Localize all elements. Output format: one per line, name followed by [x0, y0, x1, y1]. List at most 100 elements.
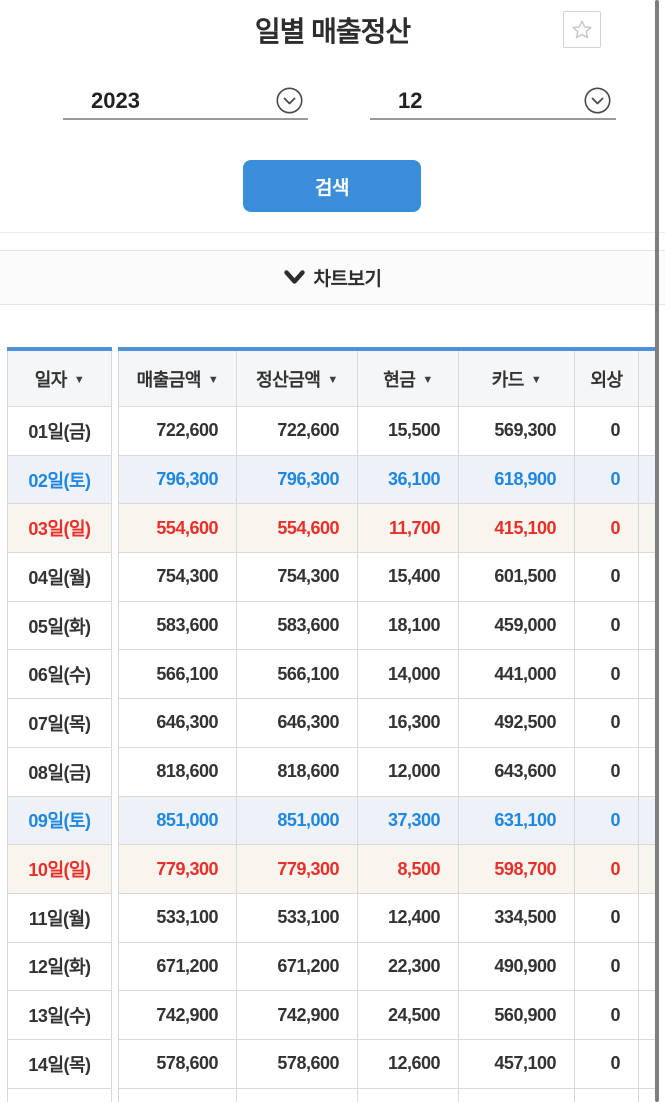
chevron-down-icon — [276, 87, 303, 114]
table-row: 13일(수) 742,900 742,900 24,500 560,900 0 — [7, 991, 655, 1040]
frozen-column-gap — [112, 1039, 118, 1089]
sales-cell: 851,000 — [118, 796, 237, 846]
sales-cell: 754,300 — [118, 553, 237, 602]
sales-cell — [118, 1088, 237, 1102]
clipped-cell — [639, 1039, 655, 1089]
chart-view-toggle[interactable]: 차트보기 — [0, 250, 665, 305]
card-cell: 560,900 — [459, 991, 575, 1040]
sales-cell: 722,600 — [118, 407, 237, 456]
sales-cell: 671,200 — [118, 942, 237, 992]
cash-cell: 36,100 — [358, 455, 459, 505]
clipped-cell — [639, 942, 655, 992]
month-select-value: 12 — [398, 88, 423, 113]
month-select[interactable]: 12 — [370, 84, 616, 120]
clipped-cell — [639, 747, 655, 797]
clipped-cell — [639, 1088, 655, 1102]
card-cell: 569,300 — [459, 407, 575, 456]
cash-cell: 16,300 — [358, 699, 459, 748]
sort-arrow-icon: ▼ — [327, 373, 338, 386]
date-cell: 12일(화) — [7, 942, 112, 992]
sales-cell: 583,600 — [118, 601, 237, 651]
date-cell: 02일(토) — [7, 455, 112, 505]
frozen-column-gap — [112, 601, 118, 651]
date-cell: 04일(월) — [7, 553, 112, 602]
date-cell: 06일(수) — [7, 650, 112, 700]
cash-cell: 22,300 — [358, 942, 459, 992]
date-cell: 11일(월) — [7, 893, 112, 943]
table-row: 07일(목) 646,300 646,300 16,300 492,500 0 — [7, 699, 655, 748]
date-cell — [7, 1088, 112, 1102]
settlement-cell: 566,100 — [237, 650, 358, 700]
credit-cell — [575, 1088, 639, 1102]
table-row: 04일(월) 754,300 754,300 15,400 601,500 0 — [7, 553, 655, 602]
credit-cell: 0 — [575, 650, 639, 700]
settlement-cell: 583,600 — [237, 601, 358, 651]
card-cell: 598,700 — [459, 845, 575, 894]
table-row: 01일(금) 722,600 722,600 15,500 569,300 0 — [7, 407, 655, 456]
settlement-cell: 796,300 — [237, 455, 358, 505]
cash-cell: 8,500 — [358, 845, 459, 894]
column-header-card[interactable]: 카드 ▼ — [459, 351, 575, 407]
frozen-column-gap — [112, 747, 118, 797]
chevron-down-bold-icon — [283, 270, 305, 285]
search-button[interactable]: 검색 — [243, 160, 421, 212]
sales-cell: 742,900 — [118, 991, 237, 1040]
cash-cell: 24,500 — [358, 991, 459, 1040]
card-cell: 643,600 — [459, 747, 575, 797]
card-cell — [459, 1088, 575, 1102]
column-header-credit[interactable]: 외상 — [575, 351, 639, 407]
date-cell: 08일(금) — [7, 747, 112, 797]
table-header-row: 일자 ▼ 매출금액 ▼ 정산금액 ▼ 현금 ▼ 카드 — [7, 347, 655, 407]
year-select-value: 2023 — [91, 88, 140, 113]
clipped-cell — [639, 893, 655, 943]
page-title: 일별 매출정산 — [254, 16, 411, 47]
card-cell: 459,000 — [459, 601, 575, 651]
credit-cell: 0 — [575, 407, 639, 456]
date-cell: 01일(금) — [7, 407, 112, 456]
cash-cell: 18,100 — [358, 601, 459, 651]
clipped-cell — [639, 504, 655, 554]
card-cell: 490,900 — [459, 942, 575, 992]
table-row: 14일(목) 578,600 578,600 12,600 457,100 0 — [7, 1039, 655, 1089]
credit-cell: 0 — [575, 601, 639, 651]
vertical-scrollbar[interactable] — [655, 0, 659, 1102]
clipped-cell — [639, 991, 655, 1040]
sales-cell: 818,600 — [118, 747, 237, 797]
year-select[interactable]: 2023 — [63, 84, 308, 120]
settlement-cell: 533,100 — [237, 893, 358, 943]
card-cell: 631,100 — [459, 796, 575, 846]
column-header-sales[interactable]: 매출금액 ▼ — [118, 351, 237, 407]
settlement-cell: 779,300 — [237, 845, 358, 894]
daily-sales-table: 일자 ▼ 매출금액 ▼ 정산금액 ▼ 현금 ▼ 카드 — [7, 347, 655, 1102]
column-header-cash[interactable]: 현금 ▼ — [358, 351, 459, 407]
sales-cell: 533,100 — [118, 893, 237, 943]
settlement-cell: 818,600 — [237, 747, 358, 797]
sort-arrow-icon: ▼ — [73, 373, 85, 386]
settlement-cell — [237, 1088, 358, 1102]
clipped-cell — [639, 455, 655, 505]
credit-cell: 0 — [575, 1039, 639, 1089]
clipped-cell — [639, 407, 655, 456]
chevron-down-icon — [584, 87, 611, 114]
sales-cell: 796,300 — [118, 455, 237, 505]
card-cell: 492,500 — [459, 699, 575, 748]
column-header-date[interactable]: 일자 ▼ — [7, 351, 112, 407]
settlement-cell: 554,600 — [237, 504, 358, 554]
frozen-column-gap — [112, 504, 118, 554]
column-header-settlement[interactable]: 정산금액 ▼ — [237, 351, 358, 407]
sort-arrow-icon: ▼ — [530, 373, 542, 386]
table-row: 06일(수) 566,100 566,100 14,000 441,000 0 — [7, 650, 655, 700]
favorite-button[interactable] — [563, 11, 601, 48]
frozen-column-gap — [112, 699, 118, 748]
table-row: 11일(월) 533,100 533,100 12,400 334,500 0 — [7, 893, 655, 943]
credit-cell: 0 — [575, 747, 639, 797]
divider — [0, 232, 665, 233]
clipped-cell — [639, 601, 655, 651]
sales-cell: 779,300 — [118, 845, 237, 894]
table-row: 02일(토) 796,300 796,300 36,100 618,900 0 — [7, 455, 655, 505]
cash-cell: 12,600 — [358, 1039, 459, 1089]
cash-cell: 12,400 — [358, 893, 459, 943]
table-row: 09일(토) 851,000 851,000 37,300 631,100 0 — [7, 796, 655, 846]
clipped-cell — [639, 845, 655, 894]
